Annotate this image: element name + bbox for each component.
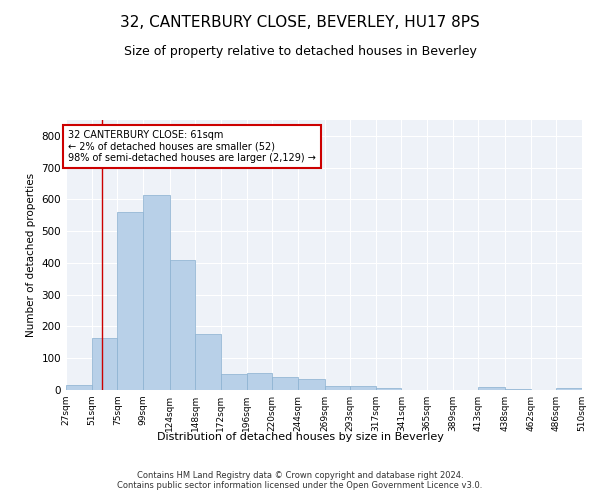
Bar [556, 388, 582, 390]
Text: 32, CANTERBURY CLOSE, BEVERLEY, HU17 8PS: 32, CANTERBURY CLOSE, BEVERLEY, HU17 8PS [120, 15, 480, 30]
Text: Distribution of detached houses by size in Beverley: Distribution of detached houses by size … [157, 432, 443, 442]
Bar [376, 388, 401, 390]
Text: Contains HM Land Registry data © Crown copyright and database right 2024.
Contai: Contains HM Land Registry data © Crown c… [118, 470, 482, 490]
Bar [272, 378, 298, 390]
Bar [298, 379, 325, 390]
Text: Size of property relative to detached houses in Beverley: Size of property relative to detached ho… [124, 45, 476, 58]
Text: 32 CANTERBURY CLOSE: 61sqm
← 2% of detached houses are smaller (52)
98% of semi-: 32 CANTERBURY CLOSE: 61sqm ← 2% of detac… [68, 130, 316, 162]
Bar [66, 385, 92, 390]
Bar [170, 260, 195, 390]
Bar [478, 388, 505, 390]
Bar [325, 386, 350, 390]
Bar [350, 386, 376, 390]
Y-axis label: Number of detached properties: Number of detached properties [26, 173, 36, 337]
Bar [92, 338, 117, 390]
Bar [195, 334, 221, 390]
Bar [143, 194, 170, 390]
Bar [117, 212, 143, 390]
Bar [247, 372, 272, 390]
Bar [221, 374, 247, 390]
